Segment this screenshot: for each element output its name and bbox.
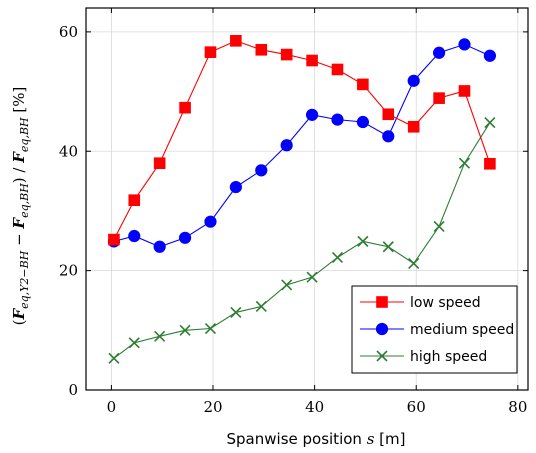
data-point: [179, 101, 191, 114]
x-tick-label: 40: [305, 398, 324, 416]
data-point: [230, 35, 242, 47]
series-medium-speed: [107, 38, 496, 253]
data-point: [483, 49, 496, 62]
plot-frame: [85, 7, 529, 391]
data-point: [230, 306, 242, 318]
data-point: [154, 330, 166, 342]
data-point: [433, 92, 445, 104]
data-point: [407, 74, 420, 87]
data-point: [382, 108, 395, 121]
data-point: [408, 257, 420, 270]
data-point: [484, 157, 496, 170]
data-point: [153, 157, 166, 169]
data-point: [331, 251, 344, 264]
legend: low speed medium speed high speed: [351, 285, 518, 374]
data-point: [153, 240, 166, 253]
data-point: [128, 337, 140, 349]
data-point: [255, 164, 268, 177]
data-point: [407, 120, 420, 133]
data-point: [432, 46, 446, 59]
legend-entry: low speed: [360, 295, 481, 311]
y-tick-label: 0: [68, 381, 78, 399]
x-tick-label: 80: [508, 398, 527, 416]
data-point: [357, 235, 369, 247]
y-axis-label: (Feq,Y2−BH − Feq,BH) / Feq,BH [%]: [10, 87, 31, 326]
data-point: [306, 271, 318, 283]
legend-marker: [376, 296, 388, 308]
data-point: [229, 180, 242, 194]
data-point: [204, 215, 217, 228]
x-axis-label: Spanwise position s [m]: [227, 430, 406, 448]
data-point: [331, 63, 344, 76]
series-low-speed: [108, 35, 496, 246]
x-tick-label: 60: [407, 398, 426, 416]
series-high-speed: [108, 117, 496, 364]
series-line: [113, 122, 491, 359]
ticks: 0 20 40 60 80 0 20 40 60: [59, 8, 528, 416]
data-point: [108, 352, 120, 364]
legend-marker: [376, 350, 388, 362]
data-point: [306, 54, 318, 67]
legend-label: high speed: [410, 349, 487, 365]
data-point: [178, 231, 192, 244]
legend-label: medium speed: [410, 322, 514, 338]
legend-marker: [375, 322, 389, 336]
data-point: [108, 233, 120, 246]
data-point: [128, 229, 141, 243]
x-tick-label: 20: [203, 398, 222, 416]
data-point: [458, 157, 471, 169]
data-point: [128, 194, 141, 206]
data-point: [357, 78, 369, 91]
legend-label: low speed: [410, 295, 481, 311]
data-point: [458, 85, 471, 97]
y-tick-label: 20: [59, 262, 78, 280]
data-point: [255, 300, 267, 313]
legend-entry: medium speed: [360, 322, 514, 338]
data-point: [280, 48, 293, 61]
data-point: [204, 322, 217, 335]
y-tick-label: 60: [59, 23, 78, 41]
data-point: [433, 220, 445, 233]
data-point: [280, 139, 293, 152]
data-point: [255, 43, 268, 56]
data-point: [458, 38, 471, 51]
data-point: [179, 324, 191, 336]
data-point: [484, 117, 496, 129]
data-point: [331, 113, 344, 126]
data-point: [382, 130, 395, 143]
series-line: [113, 40, 491, 240]
y-tick-label: 40: [59, 142, 78, 160]
data-point: [204, 46, 217, 58]
data-point: [305, 108, 319, 121]
data-point: [356, 115, 369, 129]
legend-entry: high speed: [360, 349, 487, 365]
series-layer: [107, 35, 496, 364]
data-point: [281, 279, 293, 291]
x-tick-label: 0: [107, 398, 117, 416]
data-point: [382, 241, 394, 253]
series-line: [113, 43, 491, 248]
